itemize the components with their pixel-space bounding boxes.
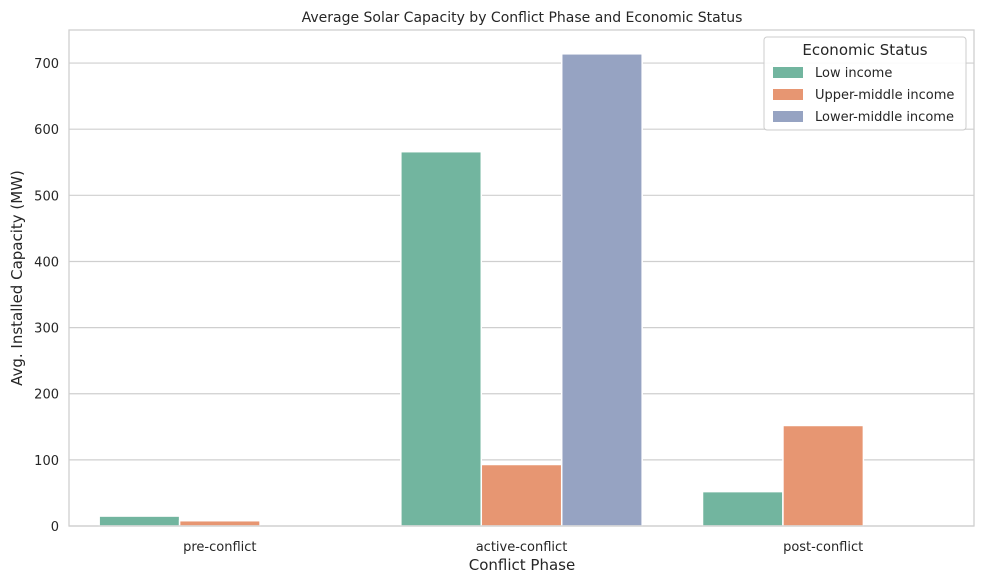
x-tick-label: active-conflict [476,540,568,555]
y-tick-label: 300 [34,322,59,337]
bar [701,490,784,527]
x-axis-label: Conflict Phase [469,556,575,574]
bar [480,463,563,527]
legend-entries: Low income Upper-middle income Lower-middl… [773,66,954,125]
legend-label: Low income [815,66,892,81]
bar [400,150,483,527]
bar [560,53,643,527]
y-tick-label: 100 [34,454,59,469]
x-tick-label: pre-conflict [183,540,256,555]
y-tick-label: 700 [34,57,59,72]
bar [98,515,181,527]
x-tick-label: post-conflict [783,540,863,555]
chart-title: Average Solar Capacity by Conflict Phase… [302,10,743,26]
legend-label: Upper-middle income [815,88,954,103]
y-tick-labels: 0 100 200 300 400 500 600 700 [34,57,59,535]
legend-swatch [773,111,803,122]
y-tick-label: 0 [51,520,59,535]
y-axis-label: Avg. Installed Capacity (MW) [8,170,26,386]
x-tick-labels: pre-conflict active-conflict post-conflict [183,540,863,555]
legend: Economic Status Low income Upper-middle i… [763,36,967,131]
bar [178,519,261,527]
bar [782,424,865,527]
legend-title: Economic Status [802,41,927,59]
legend-swatch [773,89,803,100]
y-tick-label: 200 [34,388,59,403]
y-tick-label: 400 [34,255,59,270]
plot-frame [68,29,975,527]
legend-swatch [773,67,803,78]
legend-box [763,36,967,131]
legend-label: Lower-middle income [815,110,954,125]
y-tick-label: 600 [34,123,59,138]
y-tick-label: 500 [34,189,59,204]
